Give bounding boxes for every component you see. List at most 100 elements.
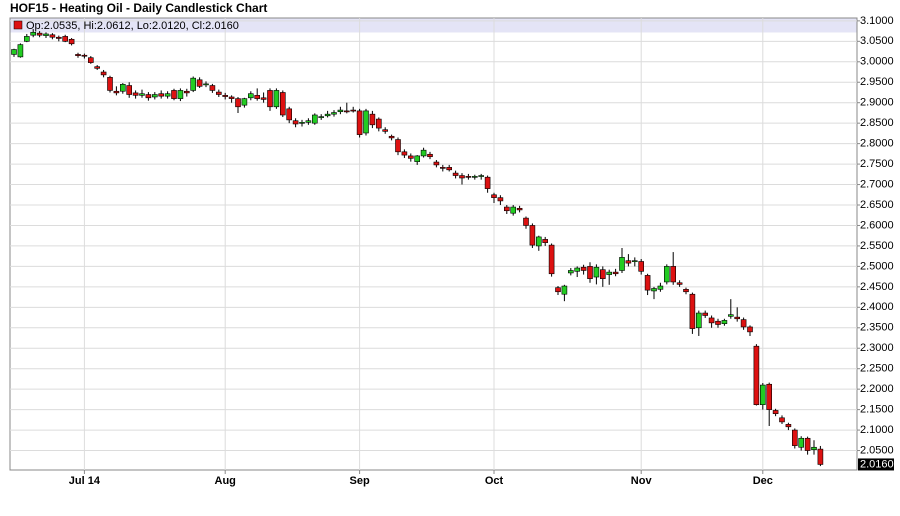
candle-body [599, 269, 606, 279]
candle-body [292, 120, 299, 125]
candle-body [516, 207, 523, 211]
y-tick-label: 2.1000 [860, 424, 894, 436]
candle-body [433, 161, 440, 166]
candle-body [721, 320, 728, 324]
plot-frame [9, 17, 858, 471]
candle-body [343, 110, 350, 113]
candle-body [267, 90, 273, 108]
candle-body [561, 285, 568, 295]
candle-body [382, 129, 389, 132]
candle-body [529, 225, 536, 246]
candle-body [734, 316, 741, 320]
candle-body [715, 320, 721, 325]
candle-body [638, 261, 645, 272]
candle-body [260, 97, 267, 100]
candle-body [209, 85, 216, 91]
candle-body [740, 319, 747, 328]
candle-body [817, 448, 824, 465]
candle-body [299, 122, 305, 124]
candle-body [107, 77, 113, 91]
candle-body [177, 90, 184, 99]
candle-body [414, 155, 421, 162]
candle-body [407, 155, 414, 159]
candle-body [401, 151, 408, 156]
y-tick-label: 2.3500 [860, 322, 894, 334]
candle-body [375, 118, 382, 129]
candle-body [497, 197, 504, 202]
y-tick-label: 2.8000 [860, 138, 894, 150]
y-tick-label: 2.4500 [860, 281, 894, 293]
grid [10, 18, 857, 470]
candle-body [625, 260, 632, 264]
candle-body [356, 110, 363, 135]
candle-body [62, 36, 69, 42]
candle-body [152, 94, 158, 98]
candle-body [587, 266, 593, 279]
x-tick-label: Oct [485, 475, 504, 487]
candle-body [49, 34, 56, 38]
candle-body [395, 139, 401, 153]
candle-body [491, 194, 497, 198]
candle-body [631, 260, 638, 262]
info-swatch [13, 20, 23, 30]
chart-title: HOF15 - Heating Oil - Daily Candlestick … [10, 1, 267, 15]
y-tick-label: 2.7500 [860, 158, 894, 170]
candle-body [363, 110, 369, 134]
candle-body [695, 312, 702, 329]
candle-body [145, 94, 152, 99]
x-tick-label: Aug [215, 475, 236, 487]
candle-body [75, 54, 81, 56]
candle-body [190, 77, 196, 91]
candle-body [11, 49, 17, 55]
candle-body [439, 167, 446, 169]
candle-body [94, 66, 100, 69]
candle-body [248, 93, 254, 99]
y-tick-label: 3.1000 [860, 15, 894, 27]
candle-body [43, 33, 49, 36]
candle-body [113, 90, 120, 94]
candle-body [759, 384, 766, 406]
candle-body [184, 90, 190, 94]
last-price-label: 2.0160 [860, 458, 894, 470]
candle-body [311, 114, 318, 124]
candle-body [88, 57, 94, 63]
candle-body [791, 429, 798, 446]
candle-body [612, 271, 619, 275]
candle-body [68, 38, 75, 45]
candle-body [478, 175, 485, 177]
candle-body [279, 92, 286, 116]
candle-body [766, 383, 773, 410]
candle-body [286, 108, 293, 121]
candle-body [484, 176, 491, 189]
y-tick-label: 2.3000 [860, 342, 894, 354]
candle-body [216, 91, 222, 95]
y-tick-label: 2.8500 [860, 117, 894, 129]
candle-body [798, 437, 805, 448]
candle-body [55, 36, 62, 39]
candle-body [779, 417, 785, 423]
candle-body [17, 44, 24, 58]
candle-body [606, 271, 613, 275]
candle-body [657, 285, 664, 290]
candle-body [670, 266, 677, 283]
candle-body [337, 109, 344, 113]
y-tick-label: 2.1500 [860, 404, 894, 416]
candle-body [689, 293, 696, 329]
candle-body [465, 176, 472, 178]
candle-body [702, 312, 709, 316]
candle-body [273, 90, 280, 108]
candle-body [420, 149, 427, 157]
candle-body [644, 275, 651, 291]
candle-body [676, 282, 683, 285]
candle-body [593, 266, 600, 278]
candle-body [663, 266, 670, 283]
candle-body [369, 113, 376, 126]
x-tick-label: Nov [631, 475, 653, 487]
candle-body [305, 120, 312, 123]
candle-body [158, 93, 164, 97]
candle-body [535, 236, 542, 247]
info-text: Op:2.0535, Hi:2.0612, Lo:2.0120, Cl:2.01… [26, 20, 239, 32]
candle-body [542, 239, 549, 243]
candle-body [388, 135, 395, 139]
